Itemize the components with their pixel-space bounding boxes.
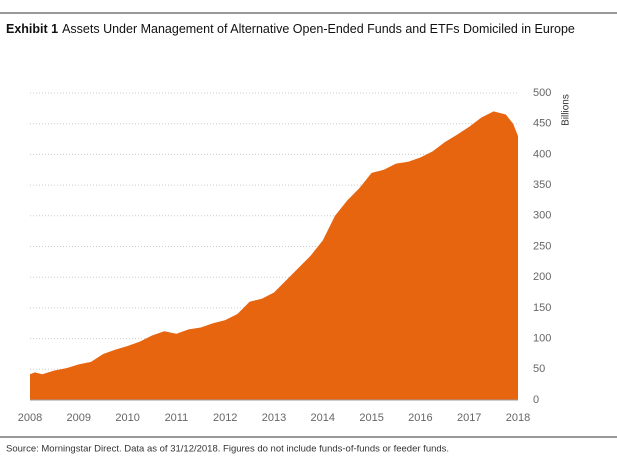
y-tick-label: 150 xyxy=(533,302,551,314)
area xyxy=(30,111,518,401)
x-tick-label: 2012 xyxy=(213,412,237,424)
x-tick-label: 2018 xyxy=(506,412,530,424)
y-tick-label: 250 xyxy=(533,240,551,252)
chart-title: Exhibit 1 Assets Under Management of Alte… xyxy=(6,22,575,36)
x-tick-label: 2017 xyxy=(457,412,481,424)
y-tick-label: 100 xyxy=(533,333,551,345)
source-note: Source: Morningstar Direct. Data as of 3… xyxy=(6,444,449,455)
x-tick-label: 2011 xyxy=(165,412,189,424)
y-tick-label: 300 xyxy=(533,210,551,222)
y-axis-label: Billions xyxy=(561,94,572,126)
title-text: Assets Under Management of Alternative O… xyxy=(62,22,575,36)
x-tick-label: 2015 xyxy=(359,412,383,424)
y-tick-label: 0 xyxy=(533,394,539,406)
y-tick-label: 50 xyxy=(533,363,545,375)
y-tick-label: 500 xyxy=(533,87,551,99)
x-tick-label: 2016 xyxy=(408,412,432,424)
x-tick-label: 2014 xyxy=(311,412,335,424)
y-tick-label: 450 xyxy=(533,118,551,130)
x-tick-label: 2013 xyxy=(262,412,286,424)
x-tick-label: 2010 xyxy=(115,412,139,424)
y-tick-label: 350 xyxy=(533,179,551,191)
exhibit-label: Exhibit 1 xyxy=(6,22,58,36)
y-tick-label: 200 xyxy=(533,271,551,283)
x-tick-label: 2008 xyxy=(18,412,42,424)
y-tick-label: 400 xyxy=(533,148,551,160)
x-tick-label: 2009 xyxy=(67,412,91,424)
